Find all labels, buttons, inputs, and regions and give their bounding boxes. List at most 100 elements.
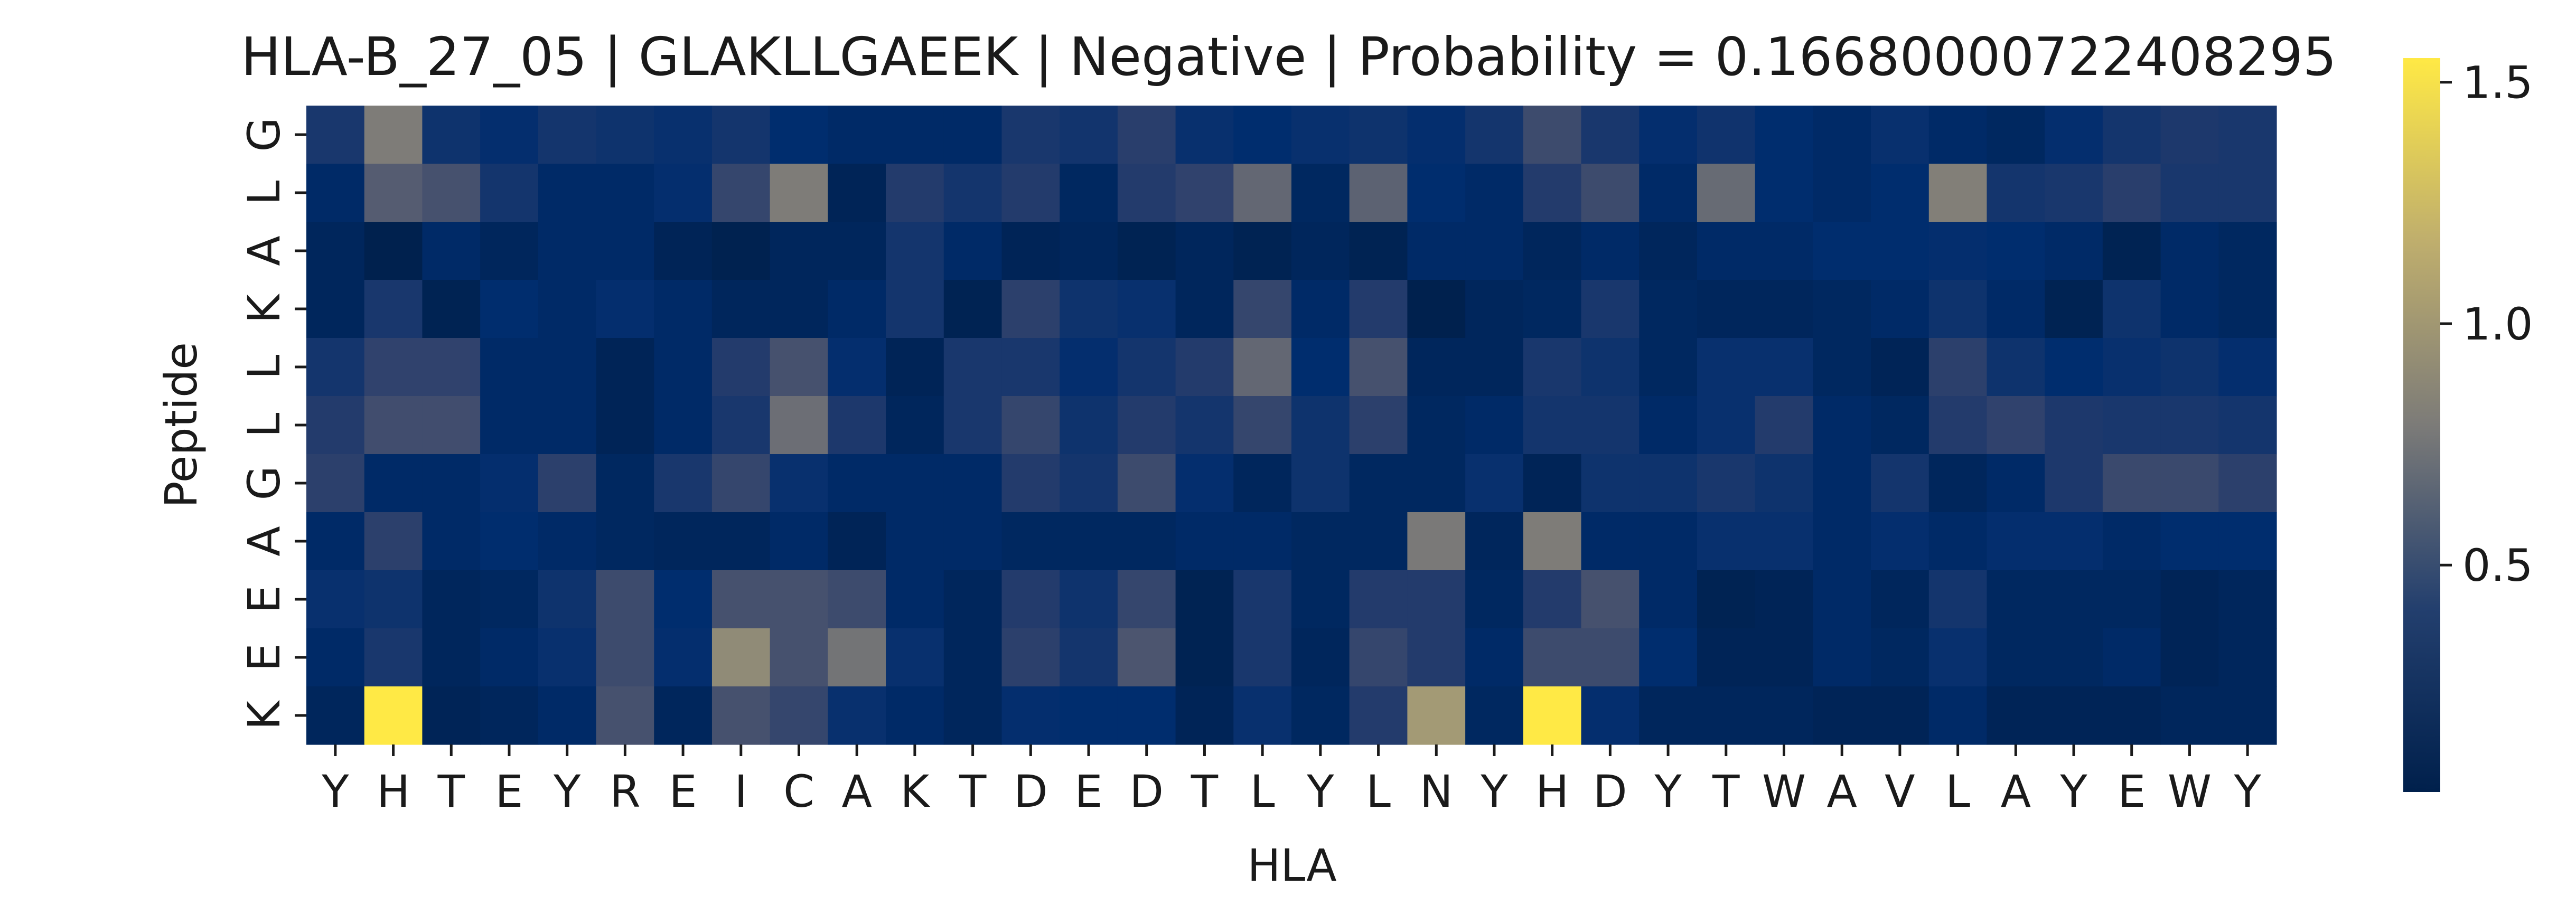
heatmap-cell [1755,628,1813,687]
heatmap-cell [1117,512,1176,571]
heatmap-cell [306,686,365,745]
heatmap-cell [943,628,1003,687]
heatmap-cell [1871,164,1929,222]
heatmap-cell [2102,106,2161,164]
heatmap-cell [2218,280,2277,338]
heatmap-cell [596,106,654,164]
heatmap-cell [2218,338,2277,397]
heatmap-cell [1813,280,1871,338]
heatmap-cell [1755,512,1813,571]
heatmap-cell [306,164,365,222]
x-tick-label: E [2118,766,2146,817]
heatmap-cell [1697,570,1756,629]
y-axis-ticks: GLAKLLGAEEK [238,117,306,730]
heatmap-cell [828,396,886,455]
heatmap-cell [1755,164,1813,222]
heatmap-cell [654,164,713,222]
heatmap-cell [538,454,597,513]
heatmap-cell [654,280,713,338]
heatmap-cell [596,570,654,629]
x-tick-label: A [1826,766,1857,817]
heatmap-cell [1928,280,1988,338]
x-tick-label: I [734,766,747,817]
x-tick-label: Y [553,766,581,817]
heatmap-cell [2160,396,2219,455]
heatmap-cell [828,338,886,397]
heatmap-cell [1987,280,2045,338]
heatmap-cell [2218,164,2277,222]
heatmap-cell [1060,280,1118,338]
heatmap-cell [1871,222,1929,280]
heatmap-cell [538,396,597,455]
heatmap-cell [2218,570,2277,629]
heatmap-cell [1407,396,1466,455]
x-tick-label: L [1945,766,1970,817]
heatmap-cell [1523,106,1582,164]
heatmap-cell [306,106,365,164]
heatmap-cell [1987,164,2045,222]
heatmap-cell [1813,628,1871,687]
x-tick-label: H [1535,766,1569,817]
heatmap-cell [711,686,771,745]
heatmap-cell [364,396,423,455]
heatmap-cell [538,222,597,280]
colorbar-tick-label: 1.5 [2462,57,2533,109]
heatmap-cell [480,686,539,745]
heatmap-cell [711,106,771,164]
heatmap-cell [364,106,423,164]
heatmap-cell [422,280,481,338]
heatmap-cell [1697,628,1756,687]
heatmap-cell [886,686,944,745]
heatmap-cell [2160,338,2219,397]
heatmap-cell [1697,280,1756,338]
heatmap-cells [306,106,2277,745]
heatmap-cell [1581,338,1640,397]
heatmap-cell [828,280,886,338]
heatmap-cell [1060,396,1118,455]
y-tick-label: L [238,180,290,205]
heatmap-cell [1060,106,1118,164]
heatmap-cell [2102,222,2161,280]
heatmap-cell [2160,106,2219,164]
heatmap-cell [1001,106,1060,164]
heatmap-cell [943,686,1003,745]
heatmap-cell [1233,164,1292,222]
heatmap-cell [1233,396,1292,455]
heatmap-cell [1697,164,1756,222]
heatmap-cell [2045,686,2103,745]
heatmap-cell [1755,686,1813,745]
heatmap-cell [1639,454,1698,513]
heatmap-cell [1813,164,1871,222]
heatmap-cell [1001,338,1060,397]
heatmap-cell [480,280,539,338]
heatmap-cell [538,106,597,164]
heatmap-cell [422,164,481,222]
heatmap-cell [886,454,944,513]
heatmap-cell [1581,570,1640,629]
heatmap-cell [1987,686,2045,745]
heatmap-cell [828,222,886,280]
heatmap-cell [1291,628,1350,687]
heatmap-cell [1233,338,1292,397]
heatmap-cell [1581,164,1640,222]
heatmap-cell [1639,628,1698,687]
heatmap-cell [1697,396,1756,455]
heatmap-cell [1465,570,1524,629]
heatmap-cell [1465,338,1524,397]
heatmap-cell [770,164,828,222]
heatmap-cell [1001,686,1060,745]
heatmap-cell [654,396,713,455]
heatmap-cell [1175,512,1234,571]
heatmap-cell [1639,686,1698,745]
heatmap-cell [1523,222,1582,280]
heatmap-cell [828,570,886,629]
heatmap-cell [1523,338,1582,397]
x-tick-label: E [669,766,697,817]
heatmap-cell [2045,628,2103,687]
heatmap-cell [1987,570,2045,629]
heatmap-cell [1987,512,2045,571]
x-tick-label: V [1885,766,1915,817]
heatmap-cell [1117,280,1176,338]
